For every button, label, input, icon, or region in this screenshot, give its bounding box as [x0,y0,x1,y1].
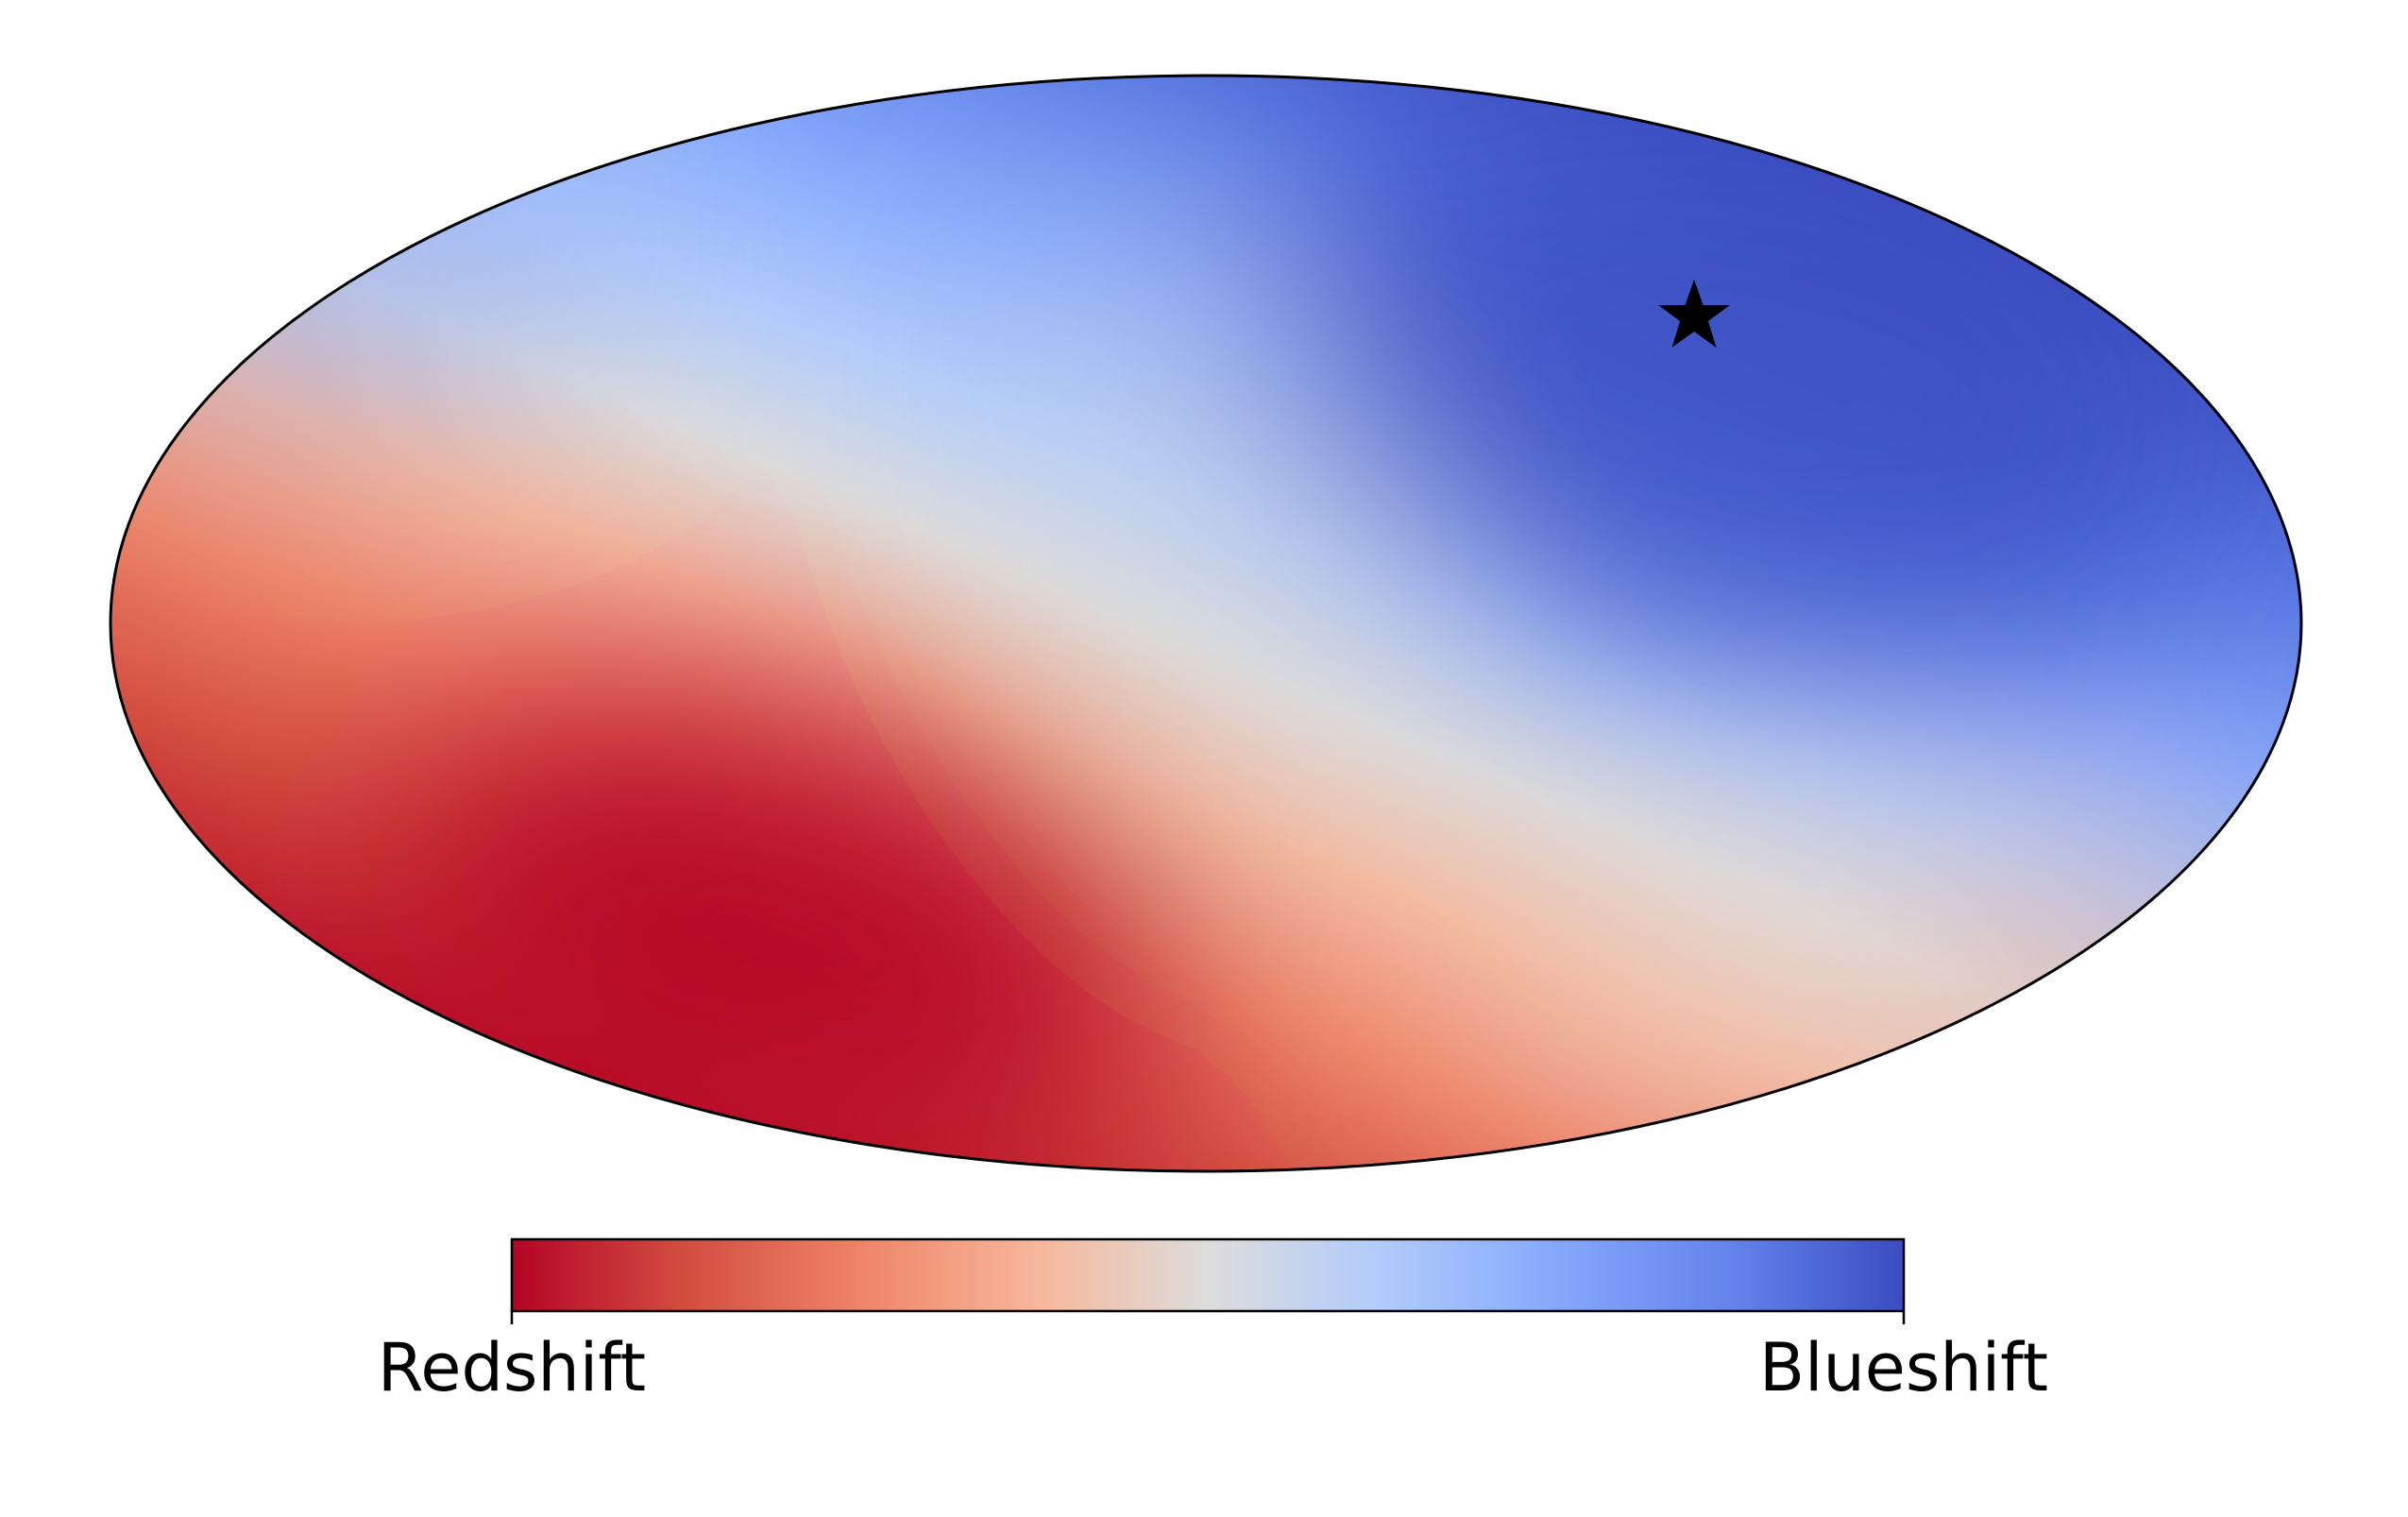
map-outline [109,74,2303,1173]
redshift-lobe [376,693,1173,1171]
edge-blue-upper-left [110,76,623,397]
colorbar-label-blueshift: Blueshift [1759,1329,2048,1406]
colorbar: Redshift Blueshift [378,1237,2048,1406]
star-marker [1658,280,1730,348]
edge-warm-lower-right [1917,869,2295,1096]
colorbar-label-redshift: Redshift [378,1329,646,1406]
colorbar-gradient-bar [510,1237,1906,1313]
mid-transition [1007,203,1449,855]
mollweide-map [110,76,2301,1171]
